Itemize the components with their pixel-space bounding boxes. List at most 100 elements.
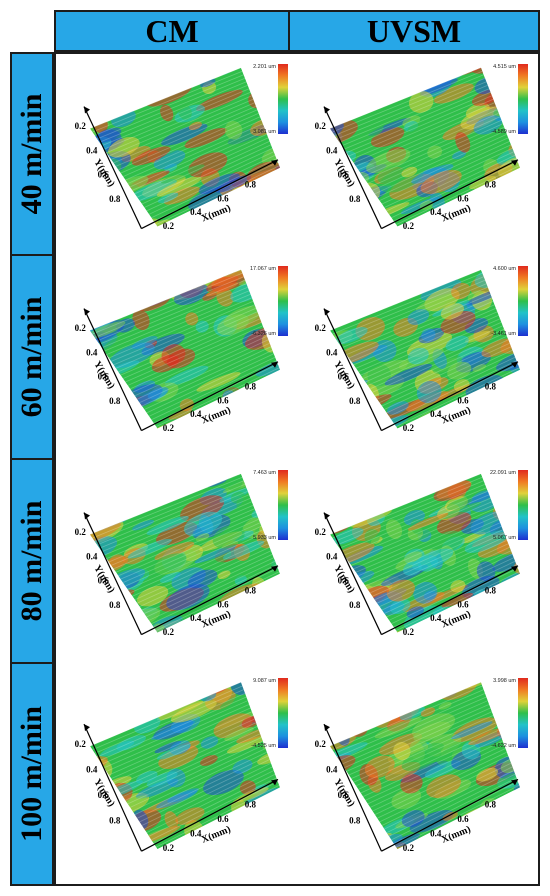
y-tick-label: 0.2 xyxy=(75,121,87,131)
y-tick-label: 0.4 xyxy=(86,765,98,775)
colorbar xyxy=(278,470,288,540)
y-tick-label: 0.6 xyxy=(338,576,350,586)
surface-plot: 0.2 0.4 0.6 0.8 0.2 0.4 0.6 0.8 X(mm) Y(mm) 4.515 … xyxy=(315,64,528,231)
surface-texture xyxy=(90,682,280,850)
x-tick-label: 0.6 xyxy=(217,395,229,405)
y-axis-label: Y(mm) xyxy=(91,359,117,391)
y-tick-label: 0.2 xyxy=(315,739,327,749)
y-axis-label: Y(mm) xyxy=(91,563,117,595)
y-axis-label: Y(mm) xyxy=(331,359,357,391)
x-tick-label: 0.2 xyxy=(163,627,175,637)
colorbar-max-label: 7.463 um xyxy=(253,470,276,476)
colorbar-min-label: -6.326 um xyxy=(251,331,276,337)
y-tick-label: 0.8 xyxy=(349,194,361,204)
x-tick-label: 0.6 xyxy=(457,814,469,824)
y-tick-label: 0.4 xyxy=(86,551,98,561)
colorbar-max-label: 22.091 um xyxy=(490,470,516,476)
plot-100-cm: 0.2 0.4 0.6 0.8 0.2 0.4 0.6 0.8 X(mm) Y(mm) 9.087 … xyxy=(60,672,292,878)
colorbar-min-label: -4.525 um xyxy=(251,743,276,749)
y-tick-label: 0.8 xyxy=(349,600,361,610)
x-tick-label: 0.4 xyxy=(430,613,442,623)
surface-plot: 0.2 0.4 0.6 0.8 0.2 0.4 0.6 0.8 X(mm) Y(mm) 22.091… xyxy=(315,470,528,637)
surface-texture xyxy=(90,67,280,227)
surface-plot: 0.2 0.4 0.6 0.8 0.2 0.4 0.6 0.8 X(mm) Y(mm) 4.600 … xyxy=(315,266,528,433)
colorbar xyxy=(278,64,288,134)
row-label-40: 40 m/min xyxy=(10,52,54,256)
surface-plot: 0.2 0.4 0.6 0.8 0.2 0.4 0.6 0.8 X(mm) Y(mm) 7.463 … xyxy=(75,470,288,637)
colorbar-max-label: 2.201 um xyxy=(253,64,276,70)
x-tick-label: 0.4 xyxy=(190,207,202,217)
surface-texture xyxy=(330,473,520,633)
x-tick-label: 0.6 xyxy=(457,395,469,405)
x-tick-label: 0.2 xyxy=(403,843,415,853)
x-tick-label: 0.4 xyxy=(190,613,202,623)
y-tick-label: 0.8 xyxy=(109,396,121,406)
x-axis-label: X(mm) xyxy=(440,203,472,225)
plot-80-cm: 0.2 0.4 0.6 0.8 0.2 0.4 0.6 0.8 X(mm) Y(mm) 7.463 … xyxy=(60,464,292,660)
x-tick-label: 0.2 xyxy=(403,627,415,637)
header-cm: CM xyxy=(54,10,290,52)
y-tick-label: 0.4 xyxy=(326,765,338,775)
x-axis-label: X(mm) xyxy=(440,609,472,631)
x-tick-label: 0.8 xyxy=(245,180,257,190)
y-axis-label: Y(mm) xyxy=(91,777,117,809)
y-axis-label: Y(mm) xyxy=(331,777,357,809)
y-tick-label: 0.6 xyxy=(98,790,110,800)
x-axis-label: X(mm) xyxy=(200,203,232,225)
surface-plot: 0.2 0.4 0.6 0.8 0.2 0.4 0.6 0.8 X(mm) Y(mm) 9.087 … xyxy=(75,678,288,853)
surface-plot: 0.2 0.4 0.6 0.8 0.2 0.4 0.6 0.8 X(mm) Y(mm) 17.067… xyxy=(75,266,288,433)
x-tick-label: 0.4 xyxy=(430,207,442,217)
colorbar-min-label: 5.067 um xyxy=(493,535,516,541)
x-tick-label: 0.4 xyxy=(430,409,442,419)
row-label-text: 80 m/min xyxy=(15,500,48,622)
y-tick-label: 0.2 xyxy=(75,527,87,537)
colorbar xyxy=(278,678,288,748)
x-axis-label: X(mm) xyxy=(440,405,472,427)
x-tick-label: 0.6 xyxy=(457,193,469,203)
y-tick-label: 0.6 xyxy=(98,576,110,586)
x-tick-label: 0.2 xyxy=(163,423,175,433)
x-tick-label: 0.6 xyxy=(217,814,229,824)
x-tick-label: 0.2 xyxy=(403,221,415,231)
x-axis-label: X(mm) xyxy=(440,824,472,846)
plot-40-cm: 0.2 0.4 0.6 0.8 0.2 0.4 0.6 0.8 X(mm) Y(mm) 2.201 … xyxy=(60,58,292,254)
colorbar xyxy=(518,678,528,748)
surface-texture xyxy=(330,682,520,850)
x-tick-label: 0.8 xyxy=(485,800,497,810)
header-uvsm: UVSM xyxy=(288,10,540,52)
y-tick-label: 0.2 xyxy=(75,739,87,749)
row-label-text: 40 m/min xyxy=(15,93,48,215)
y-axis-label: Y(mm) xyxy=(331,157,357,189)
y-tick-label: 0.8 xyxy=(109,600,121,610)
plot-100-uvsm: 0.2 0.4 0.6 0.8 0.2 0.4 0.6 0.8 X(mm) Y(mm) 3.998 … xyxy=(300,672,532,878)
colorbar-min-label: -4.622 um xyxy=(491,743,516,749)
x-tick-label: 0.8 xyxy=(245,800,257,810)
colorbar xyxy=(518,64,528,134)
surface-texture xyxy=(330,67,520,227)
plot-80-uvsm: 0.2 0.4 0.6 0.8 0.2 0.4 0.6 0.8 X(mm) Y(mm) 22.091… xyxy=(300,464,532,660)
y-tick-label: 0.2 xyxy=(75,323,87,333)
colorbar xyxy=(278,266,288,336)
x-tick-label: 0.2 xyxy=(163,843,175,853)
y-tick-label: 0.2 xyxy=(315,323,327,333)
x-tick-label: 0.2 xyxy=(163,221,175,231)
x-tick-label: 0.8 xyxy=(245,382,257,392)
y-tick-label: 0.6 xyxy=(338,790,350,800)
y-tick-label: 0.6 xyxy=(338,170,350,180)
x-tick-label: 0.6 xyxy=(217,193,229,203)
row-label-100: 100 m/min xyxy=(10,662,54,886)
colorbar xyxy=(518,470,528,540)
x-tick-label: 0.4 xyxy=(190,409,202,419)
plot-60-cm: 0.2 0.4 0.6 0.8 0.2 0.4 0.6 0.8 X(mm) Y(mm) 17.067… xyxy=(60,260,292,456)
x-axis-label: X(mm) xyxy=(200,405,232,427)
colorbar-min-label: 3.081 um xyxy=(253,129,276,135)
y-tick-label: 0.4 xyxy=(326,145,338,155)
colorbar-min-label: -3.461 um xyxy=(491,331,516,337)
surface-texture xyxy=(90,269,280,429)
x-tick-label: 0.4 xyxy=(190,828,202,838)
y-tick-label: 0.4 xyxy=(326,347,338,357)
colorbar xyxy=(518,266,528,336)
x-tick-label: 0.6 xyxy=(457,599,469,609)
colorbar-min-label: -4.589 um xyxy=(491,129,516,135)
x-tick-label: 0.8 xyxy=(485,586,497,596)
